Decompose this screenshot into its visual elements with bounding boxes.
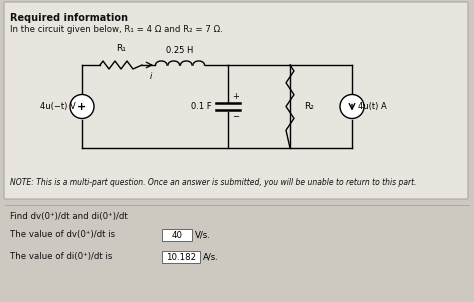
Text: +: + xyxy=(77,101,87,111)
Text: Required information: Required information xyxy=(10,13,128,23)
Text: −: − xyxy=(232,112,239,121)
FancyBboxPatch shape xyxy=(162,229,192,241)
Text: The value of di(0⁺)/dt is: The value of di(0⁺)/dt is xyxy=(10,252,112,261)
Text: 4u(−t) V: 4u(−t) V xyxy=(40,102,76,111)
Text: 0.1 F: 0.1 F xyxy=(191,102,212,111)
Text: NOTE: This is a multi-part question. Once an answer is submitted, you will be un: NOTE: This is a multi-part question. Onc… xyxy=(10,178,417,187)
Text: In the circuit given below, R₁ = 4 Ω and R₂ = 7 Ω.: In the circuit given below, R₁ = 4 Ω and… xyxy=(10,25,223,34)
Text: V/s.: V/s. xyxy=(195,230,211,239)
FancyBboxPatch shape xyxy=(4,2,468,199)
Text: 40: 40 xyxy=(172,230,182,239)
Text: The value of dv(0⁺)/dt is: The value of dv(0⁺)/dt is xyxy=(10,230,115,239)
FancyBboxPatch shape xyxy=(162,251,200,263)
Text: +: + xyxy=(232,92,239,101)
Text: A/s.: A/s. xyxy=(203,252,219,262)
Text: R₂: R₂ xyxy=(304,102,314,111)
Text: Find dv(0⁺)/dt and di(0⁺)/dt: Find dv(0⁺)/dt and di(0⁺)/dt xyxy=(10,212,128,221)
Circle shape xyxy=(70,95,94,118)
Circle shape xyxy=(340,95,364,118)
Text: 10.182: 10.182 xyxy=(166,252,196,262)
Text: 4u(t) A: 4u(t) A xyxy=(358,102,387,111)
Text: 0.25 H: 0.25 H xyxy=(166,46,194,55)
Text: i: i xyxy=(150,72,152,81)
Text: R₁: R₁ xyxy=(116,44,126,53)
